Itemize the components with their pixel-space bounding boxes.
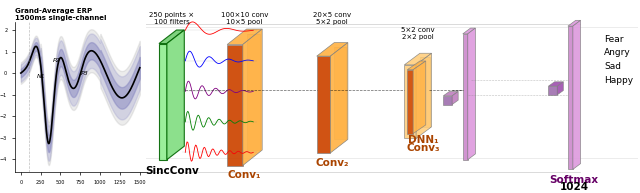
Polygon shape xyxy=(573,20,580,169)
Text: Conv₃: Conv₃ xyxy=(406,143,440,153)
Polygon shape xyxy=(468,28,476,160)
Polygon shape xyxy=(227,45,243,166)
Polygon shape xyxy=(568,20,580,26)
Polygon shape xyxy=(548,86,557,95)
Polygon shape xyxy=(246,34,260,150)
Polygon shape xyxy=(317,43,348,56)
Polygon shape xyxy=(159,44,167,160)
Polygon shape xyxy=(444,96,452,105)
Polygon shape xyxy=(548,82,563,86)
Polygon shape xyxy=(159,30,184,44)
Polygon shape xyxy=(463,28,476,34)
Polygon shape xyxy=(463,34,468,160)
Polygon shape xyxy=(407,70,413,134)
Text: DNN₁: DNN₁ xyxy=(408,135,438,145)
Polygon shape xyxy=(167,30,184,160)
Polygon shape xyxy=(227,29,262,45)
Text: Happy: Happy xyxy=(604,75,633,85)
Polygon shape xyxy=(452,91,458,105)
Polygon shape xyxy=(404,53,431,65)
Text: 20×5 conv
5×2 pool: 20×5 conv 5×2 pool xyxy=(313,12,351,25)
Text: 5×2 conv
2×2 pool: 5×2 conv 2×2 pool xyxy=(401,27,435,40)
Text: SincConv: SincConv xyxy=(145,166,198,176)
Polygon shape xyxy=(413,61,426,134)
Polygon shape xyxy=(557,82,563,95)
Text: Angry: Angry xyxy=(604,48,630,57)
Text: 250 points ×
100 filters: 250 points × 100 filters xyxy=(149,12,194,25)
Text: 100×10 conv
10×5 pool: 100×10 conv 10×5 pool xyxy=(221,12,268,25)
Polygon shape xyxy=(416,53,431,138)
Polygon shape xyxy=(243,29,262,166)
Text: Conv₁: Conv₁ xyxy=(228,170,261,180)
Text: Softmax: Softmax xyxy=(550,175,599,185)
Text: Fear: Fear xyxy=(604,35,623,44)
Text: 1024: 1024 xyxy=(559,182,589,192)
Text: Sad: Sad xyxy=(604,62,621,71)
Polygon shape xyxy=(317,56,330,153)
Polygon shape xyxy=(334,47,346,139)
Polygon shape xyxy=(568,26,573,169)
Polygon shape xyxy=(330,43,348,153)
Polygon shape xyxy=(444,91,458,96)
Polygon shape xyxy=(420,57,429,127)
Text: Conv₂: Conv₂ xyxy=(316,158,349,168)
Polygon shape xyxy=(407,61,426,70)
Polygon shape xyxy=(404,65,416,138)
